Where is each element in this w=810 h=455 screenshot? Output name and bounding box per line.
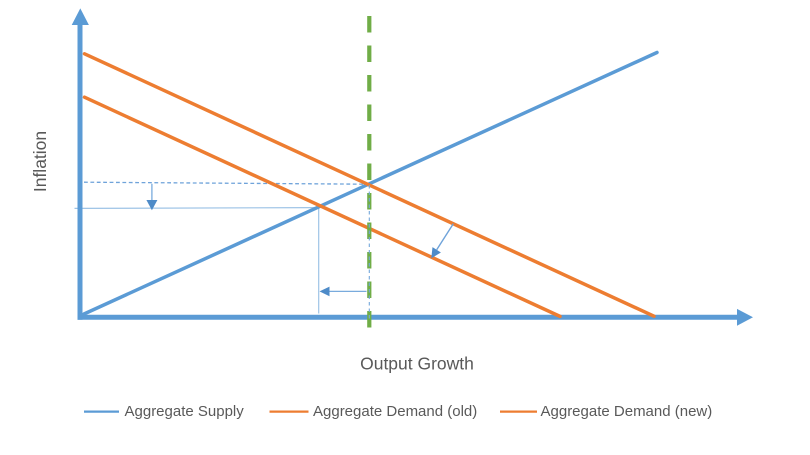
svg-text:Output Growth: Output Growth [360, 354, 474, 374]
svg-text:Inflation: Inflation [30, 131, 50, 192]
svg-text:Aggregate Demand (old): Aggregate Demand (old) [313, 403, 477, 420]
svg-text:Aggregate Demand (new): Aggregate Demand (new) [541, 403, 713, 420]
svg-text:Aggregate Supply: Aggregate Supply [125, 403, 245, 420]
